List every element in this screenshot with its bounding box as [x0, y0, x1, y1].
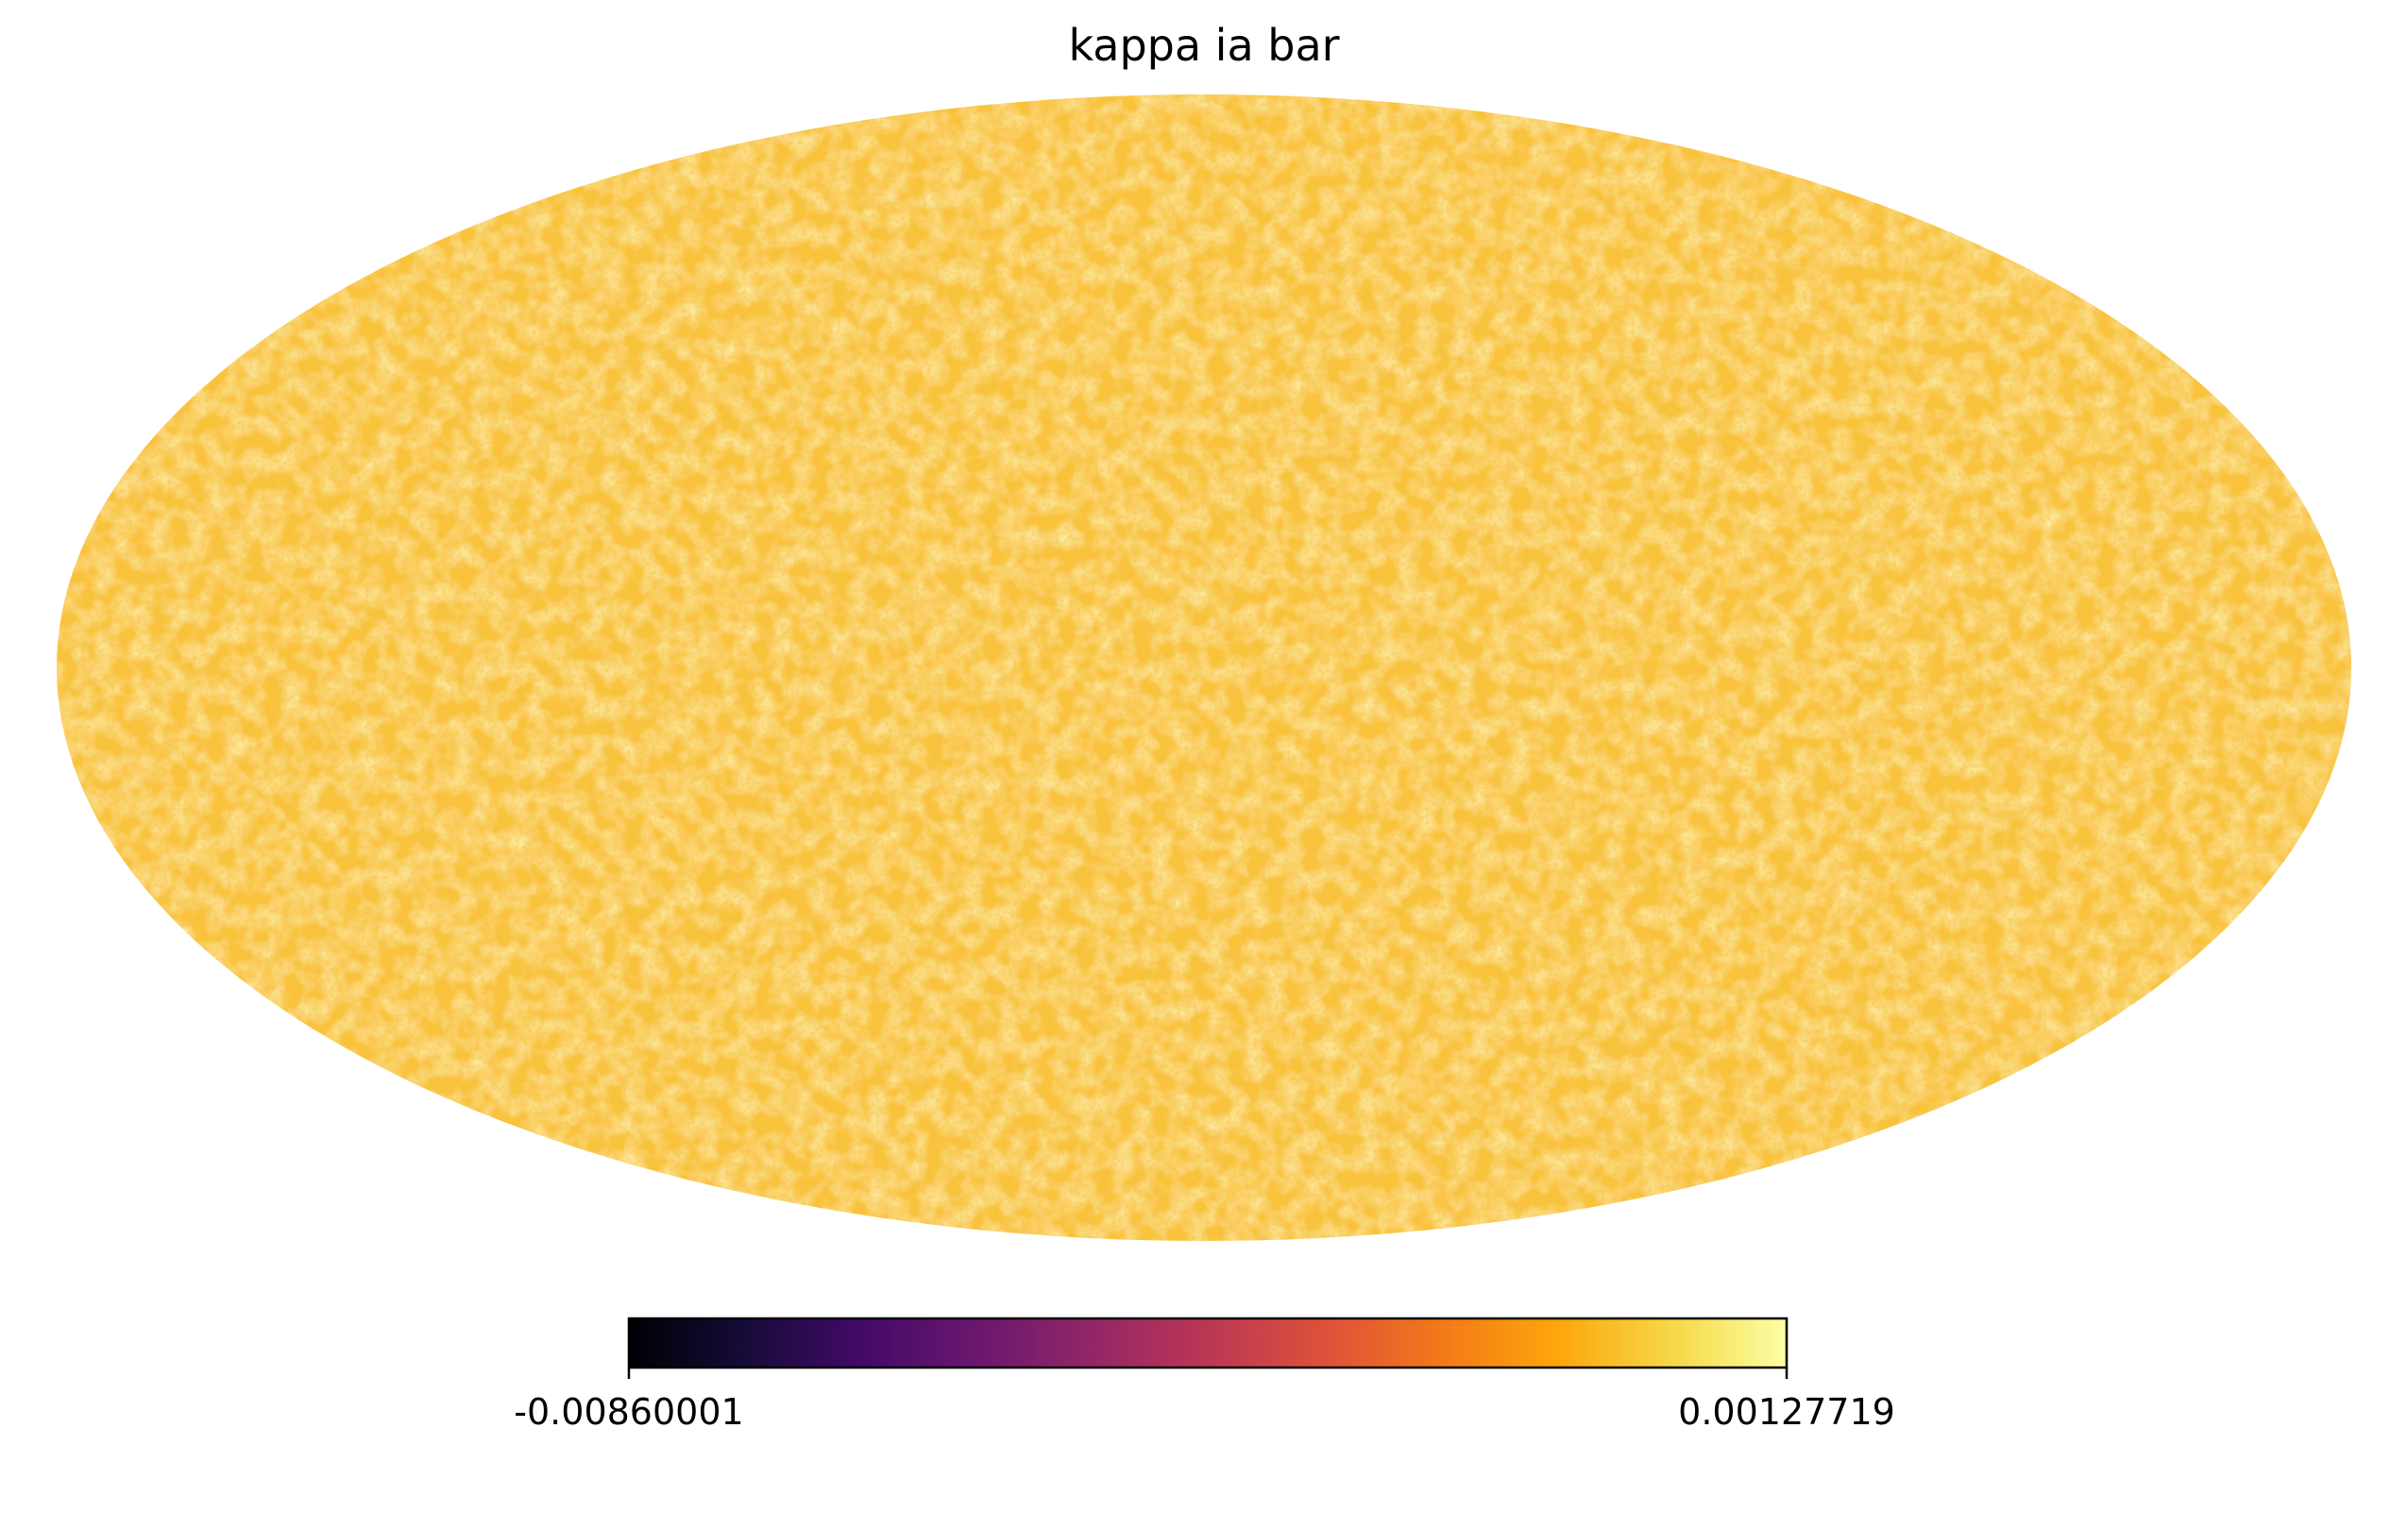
map-title: kappa ia bar: [1068, 20, 1339, 71]
colorbar: [627, 1317, 1789, 1369]
colorbar-min-label: -0.00860001: [514, 1391, 743, 1433]
colorbar-max-label: 0.00127719: [1678, 1391, 1895, 1433]
sky-map-fill: [57, 94, 2351, 1241]
sky-map: [57, 94, 2351, 1241]
